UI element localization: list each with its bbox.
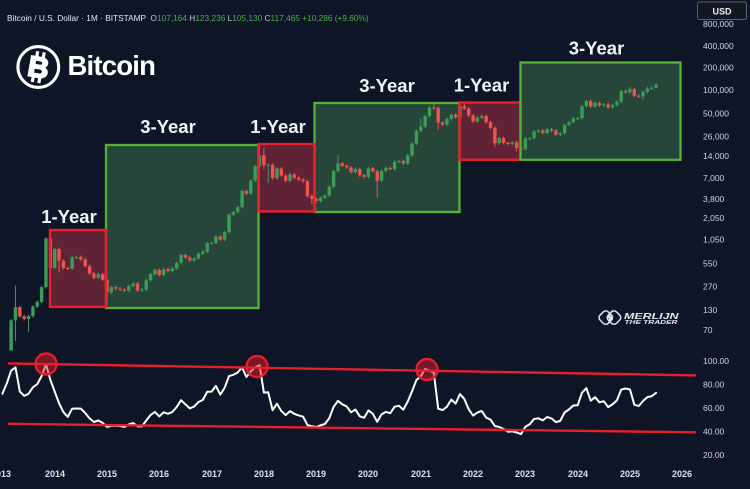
svg-text:USD: USD [712,7,732,17]
svg-text:2015: 2015 [97,469,117,479]
svg-text:Bitcoin / U.S. Dollar · 1M · B: Bitcoin / U.S. Dollar · 1M · BITSTAMP O1… [7,13,369,23]
svg-text:1-Year: 1-Year [250,116,306,137]
svg-text:2014: 2014 [45,469,65,479]
svg-text:2018: 2018 [254,469,274,479]
svg-text:40.00: 40.00 [703,427,725,437]
svg-text:50,000: 50,000 [703,109,729,119]
svg-text:2024: 2024 [568,469,588,479]
svg-text:100,000: 100,000 [703,85,734,95]
svg-text:2026: 2026 [672,469,692,479]
svg-text:3-Year: 3-Year [140,116,196,137]
svg-text:2019: 2019 [306,469,326,479]
svg-text:200,000: 200,000 [703,63,734,73]
svg-text:Bitcoin: Bitcoin [68,50,156,81]
svg-text:2022: 2022 [463,469,483,479]
svg-text:2017: 2017 [202,469,222,479]
svg-text:80.00: 80.00 [703,379,725,389]
svg-text:7,000: 7,000 [703,173,725,183]
svg-text:2013: 2013 [0,469,11,479]
svg-text:550: 550 [703,259,717,269]
svg-text:THE TRADER: THE TRADER [625,320,678,326]
svg-text:14,000: 14,000 [703,151,729,161]
svg-text:1-Year: 1-Year [454,75,510,96]
svg-text:2020: 2020 [358,469,378,479]
svg-text:3,800: 3,800 [703,194,725,204]
svg-text:3-Year: 3-Year [359,75,415,96]
svg-text:2023: 2023 [515,469,535,479]
svg-text:2,050: 2,050 [703,213,725,223]
svg-text:130: 130 [703,305,717,315]
svg-text:3-Year: 3-Year [569,38,625,59]
svg-text:1,050: 1,050 [703,235,725,245]
svg-text:26,000: 26,000 [703,132,729,142]
svg-text:270: 270 [703,281,717,291]
svg-text:100.00: 100.00 [703,356,729,366]
svg-text:2016: 2016 [149,469,169,479]
svg-text:1-Year: 1-Year [41,206,97,227]
svg-text:2021: 2021 [411,469,431,479]
svg-text:20.00: 20.00 [703,450,725,460]
svg-text:800,000: 800,000 [703,19,734,29]
svg-text:60.00: 60.00 [703,403,725,413]
svg-text:MERLIJN: MERLIJN [624,311,680,321]
svg-text:400,000: 400,000 [703,41,734,51]
svg-text:70: 70 [703,325,713,335]
svg-text:2025: 2025 [620,469,640,479]
